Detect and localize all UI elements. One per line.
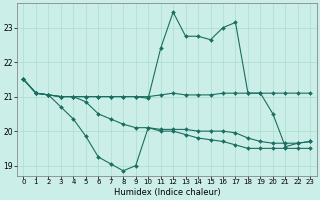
X-axis label: Humidex (Indice chaleur): Humidex (Indice chaleur) <box>114 188 220 197</box>
